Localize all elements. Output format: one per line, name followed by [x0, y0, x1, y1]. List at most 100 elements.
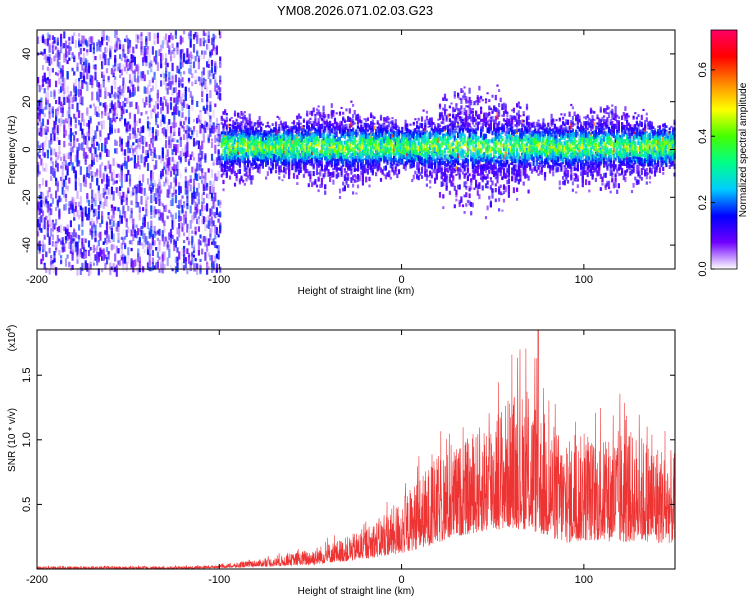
spectrogram-cell	[187, 133, 191, 138]
spectrogram-cell	[145, 87, 148, 94]
spectrogram-cell	[238, 155, 241, 158]
spectrogram-cell	[173, 87, 176, 93]
spectrogram-cell	[135, 64, 138, 72]
spectrogram-cell	[343, 118, 346, 122]
spectrogram-cell	[191, 100, 194, 105]
spectrogram-cell	[137, 75, 140, 83]
spectrogram-cell	[171, 234, 174, 239]
spectrogram-cell	[122, 253, 125, 259]
spectrogram-cell	[50, 147, 53, 155]
spectrogram-cell	[265, 125, 268, 128]
spectrogram-cell	[101, 178, 104, 184]
spectrogram-cell	[127, 226, 130, 233]
spectrogram-cell	[261, 160, 264, 165]
spectrogram-cell	[105, 247, 109, 252]
spectrogram-cell	[107, 160, 110, 169]
spectrogram-cell	[371, 164, 374, 167]
spectrogram-cell	[302, 160, 305, 163]
spectrogram-cell	[145, 55, 148, 63]
spectrogram-cell	[345, 108, 348, 112]
spectrogram-cell	[41, 52, 45, 56]
spectrogram-cell	[82, 52, 86, 61]
spectrogram-cell	[314, 148, 317, 153]
spectrogram-cell	[260, 158, 263, 163]
spectrogram-cell	[68, 162, 71, 166]
spectrogram-cell	[292, 143, 296, 147]
spectrogram-cell	[238, 159, 241, 165]
spectrogram-cell	[133, 154, 136, 163]
spectrogram-cell	[176, 50, 179, 55]
spectrogram-cell	[127, 123, 130, 132]
spectrogram-cell	[140, 112, 143, 116]
spectrogram-cell	[127, 58, 130, 62]
spectrogram-cell	[333, 120, 337, 124]
spectrogram-cell	[163, 251, 166, 261]
spectrogram-cell	[201, 194, 204, 201]
spectrogram-cell	[378, 158, 381, 164]
spectrogram-cell	[60, 86, 63, 93]
spectrogram-cell	[376, 155, 379, 160]
spectrogram-cell	[179, 157, 182, 162]
spectrogram-cell	[227, 142, 230, 146]
spectrogram-cell	[69, 91, 72, 97]
spectrogram-cell	[335, 141, 338, 144]
spectrogram-cell	[137, 160, 140, 167]
spectrogram-cell	[86, 193, 89, 199]
spectrogram-cell	[199, 157, 202, 161]
spectrogram-cell	[197, 250, 200, 256]
spectrogram-cell	[119, 260, 122, 266]
spectrogram-cell	[202, 191, 205, 195]
spectrogram-cell	[58, 52, 61, 60]
spectrogram-cell	[201, 179, 204, 184]
spectrogram-cell	[183, 134, 186, 140]
spectrogram-cell	[51, 35, 54, 40]
spectrogram-cell	[92, 103, 95, 107]
spectrogram-cell	[71, 146, 74, 153]
spectrogram-cell	[274, 164, 278, 170]
spectrogram-cell	[119, 136, 122, 143]
spectrogram-cell	[51, 45, 54, 54]
spectrogram-cell	[169, 97, 173, 102]
spectrogram-cell	[261, 148, 264, 154]
spectrogram-cell	[120, 114, 123, 120]
spectrogram-cell	[38, 208, 41, 216]
spectrogram-cell	[255, 149, 258, 154]
spectrogram-cell	[155, 114, 158, 122]
spectrogram-cell	[156, 94, 159, 103]
spectrogram-cell	[361, 139, 364, 145]
spectrogram-cell	[78, 120, 81, 126]
spectrogram-cell	[296, 141, 299, 146]
spectrogram-cell	[48, 211, 51, 216]
spectrogram-cell	[330, 144, 333, 150]
spectrogram-cell	[352, 153, 355, 160]
spectrogram-cell	[342, 124, 345, 130]
spectrogram-cell	[179, 116, 182, 124]
spectrogram-cell	[238, 142, 241, 147]
spectrogram-cell	[168, 163, 171, 172]
spectrogram-cell	[109, 126, 112, 135]
spectrogram-cell	[306, 154, 309, 158]
spectrogram-cell	[202, 36, 205, 42]
spectrogram-cell	[253, 143, 256, 146]
spectrogram-cell	[335, 165, 338, 170]
spectrogram-cell	[101, 268, 104, 273]
spectrogram-cell	[192, 190, 196, 199]
spectrogram-cell	[227, 157, 230, 161]
spectrogram-cell	[55, 267, 58, 276]
spectrogram-cell	[368, 176, 371, 182]
spectrogram-cell	[237, 125, 240, 130]
spectrogram-cell	[173, 245, 176, 252]
spectrogram-cell	[146, 121, 150, 129]
spectrogram-cell	[319, 160, 322, 164]
spectrogram-cell	[50, 255, 53, 259]
spectrogram-cell	[168, 35, 171, 43]
spectrogram-cell	[289, 133, 292, 139]
spectrogram-cell	[142, 267, 145, 273]
spectrogram-cell	[215, 91, 218, 96]
spectrogram-cell	[250, 129, 253, 135]
spectrogram-cell	[363, 128, 366, 134]
spectrogram-cell	[155, 231, 158, 236]
spectrogram-cell	[101, 162, 104, 166]
spectrogram-cell	[197, 239, 200, 245]
spectrogram-cell	[319, 125, 322, 130]
